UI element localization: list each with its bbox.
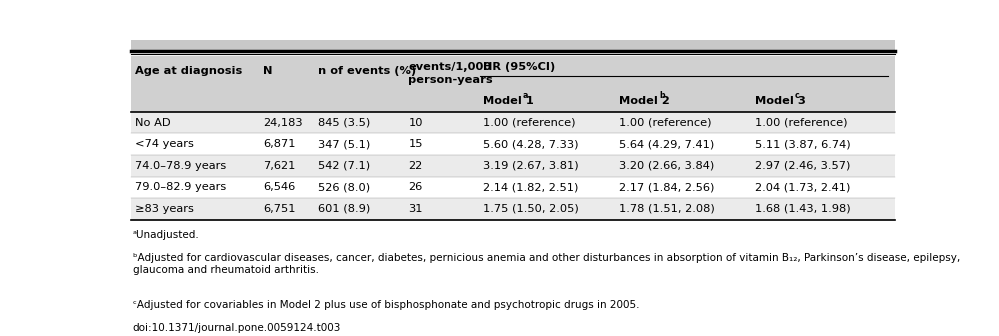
- Text: 6,751: 6,751: [264, 204, 296, 214]
- Text: b: b: [659, 91, 664, 100]
- Text: person-years: person-years: [409, 75, 494, 85]
- Text: 542 (7.1): 542 (7.1): [319, 161, 371, 171]
- Text: 6,546: 6,546: [264, 182, 296, 193]
- Text: 347 (5.1): 347 (5.1): [319, 139, 371, 149]
- Text: 5.64 (4.29, 7.41): 5.64 (4.29, 7.41): [619, 139, 714, 149]
- Text: Age at diagnosis: Age at diagnosis: [135, 67, 242, 76]
- Text: ᵇAdjusted for cardiovascular diseases, cancer, diabetes, pernicious anemia and o: ᵇAdjusted for cardiovascular diseases, c…: [133, 253, 960, 275]
- Bar: [131, 198, 895, 220]
- Bar: [131, 112, 895, 133]
- Text: 74.0–78.9 years: 74.0–78.9 years: [135, 161, 226, 171]
- Text: 526 (8.0): 526 (8.0): [319, 182, 371, 193]
- Text: 5.60 (4.28, 7.33): 5.60 (4.28, 7.33): [484, 139, 578, 149]
- Text: 1.00 (reference): 1.00 (reference): [755, 118, 848, 128]
- Text: 2.14 (1.82, 2.51): 2.14 (1.82, 2.51): [484, 182, 578, 193]
- Text: Model 3: Model 3: [755, 96, 806, 106]
- Text: 845 (3.5): 845 (3.5): [319, 118, 371, 128]
- Text: 6,871: 6,871: [264, 139, 296, 149]
- Text: 1.78 (1.51, 2.08): 1.78 (1.51, 2.08): [619, 204, 715, 214]
- Text: 2.97 (2.46, 3.57): 2.97 (2.46, 3.57): [755, 161, 851, 171]
- Text: 79.0–82.9 years: 79.0–82.9 years: [135, 182, 226, 193]
- Text: a: a: [523, 91, 528, 100]
- Text: 1.75 (1.50, 2.05): 1.75 (1.50, 2.05): [484, 204, 579, 214]
- Text: ᶜAdjusted for covariables in Model 2 plus use of bisphosphonate and psychotropic: ᶜAdjusted for covariables in Model 2 plu…: [133, 300, 639, 310]
- Text: 3.20 (2.66, 3.84): 3.20 (2.66, 3.84): [619, 161, 714, 171]
- Text: 1.00 (reference): 1.00 (reference): [484, 118, 575, 128]
- Text: 24,183: 24,183: [264, 118, 303, 128]
- Text: No AD: No AD: [135, 118, 171, 128]
- Bar: [131, 40, 895, 51]
- Text: Model 1: Model 1: [484, 96, 534, 106]
- Text: doi:10.1371/journal.pone.0059124.t003: doi:10.1371/journal.pone.0059124.t003: [133, 323, 341, 333]
- Text: 10: 10: [409, 118, 423, 128]
- Text: 601 (8.9): 601 (8.9): [319, 204, 371, 214]
- Text: 26: 26: [409, 182, 423, 193]
- Text: 3.19 (2.67, 3.81): 3.19 (2.67, 3.81): [484, 161, 579, 171]
- Text: <74 years: <74 years: [135, 139, 194, 149]
- Text: events/1,000: events/1,000: [409, 62, 492, 72]
- Bar: [131, 155, 895, 177]
- Text: 1.00 (reference): 1.00 (reference): [619, 118, 712, 128]
- Text: 22: 22: [409, 161, 423, 171]
- Text: n of events (%): n of events (%): [319, 67, 417, 76]
- Text: ≥83 years: ≥83 years: [135, 204, 194, 214]
- Text: ᵃUnadjusted.: ᵃUnadjusted.: [133, 230, 200, 240]
- Text: N: N: [264, 67, 273, 76]
- Text: 15: 15: [409, 139, 423, 149]
- Bar: [131, 177, 895, 198]
- Text: HR (95%CI): HR (95%CI): [484, 61, 555, 72]
- Text: 31: 31: [409, 204, 423, 214]
- Text: 2.17 (1.84, 2.56): 2.17 (1.84, 2.56): [619, 182, 714, 193]
- Text: c: c: [795, 91, 800, 100]
- Text: 7,621: 7,621: [264, 161, 296, 171]
- Text: 1.68 (1.43, 1.98): 1.68 (1.43, 1.98): [755, 204, 851, 214]
- Text: Model 2: Model 2: [619, 96, 670, 106]
- Text: 5.11 (3.87, 6.74): 5.11 (3.87, 6.74): [755, 139, 851, 149]
- Bar: [131, 133, 895, 155]
- Bar: [131, 90, 895, 112]
- Text: 2.04 (1.73, 2.41): 2.04 (1.73, 2.41): [755, 182, 851, 193]
